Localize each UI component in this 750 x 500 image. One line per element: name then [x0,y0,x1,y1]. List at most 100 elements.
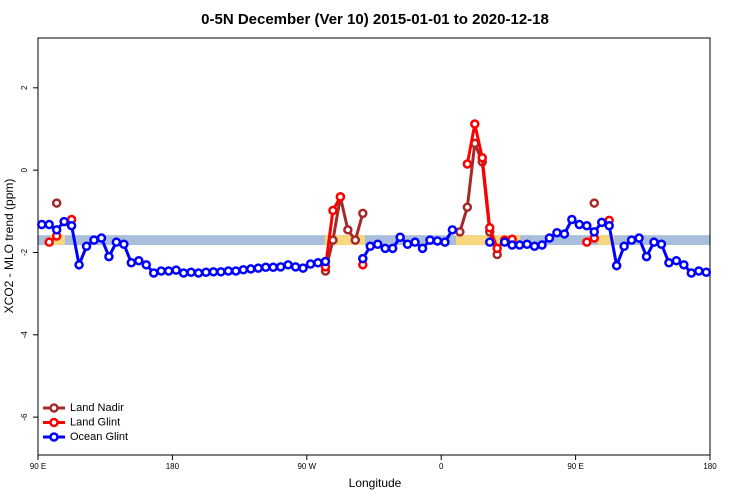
data-point [589,227,600,237]
data-point [134,255,144,266]
data-point [171,265,181,275]
data-point [462,159,473,169]
data-point [484,237,495,247]
data-point [484,223,495,233]
data-point [387,243,398,254]
data-point [372,239,383,249]
data-point [522,239,532,249]
data-point [51,198,62,208]
data-point [619,241,629,252]
data-point [649,237,659,247]
y-tick-label: 0 [20,167,29,172]
data-point [283,260,293,270]
data-point [231,266,241,276]
data-point [89,235,99,245]
data-point [395,232,405,242]
legend-marker [49,432,59,442]
data-point [492,243,502,254]
data-point [514,240,525,250]
data-point [163,266,174,276]
data-point [567,214,577,225]
data-point [201,267,211,277]
data-point [544,233,555,243]
data-point [417,243,428,254]
data-point [358,253,368,264]
data-point [425,235,435,245]
data-point [298,263,308,273]
data-point [320,256,331,267]
data-point [328,205,338,216]
data-point [470,119,480,129]
data-point [656,239,667,249]
reference-band [38,235,710,246]
y-tick-label: -2 [20,248,29,256]
x-tick-label: 90 E [30,462,46,471]
data-point [432,236,443,246]
data-point [275,262,286,272]
x-tick-label: 180 [703,462,717,471]
x-tick-label: 90 E [567,462,583,471]
data-point [81,241,92,252]
data-point [335,192,346,202]
legend-marker [49,403,59,413]
data-point [455,227,465,237]
data-point [59,216,69,227]
data-point [380,243,390,254]
data-point [596,217,607,228]
data-point [350,235,361,245]
plot-frame [37,37,711,456]
data-point [462,202,473,212]
data-point [193,268,204,278]
data-point [611,260,622,271]
data-point [694,266,704,276]
data-point [156,266,166,276]
data-point [686,268,697,278]
data-point [402,239,413,249]
data-point [216,267,226,277]
chart-title: 0-5N December (Ver 10) 2015-01-01 to 202… [201,11,549,28]
x-tick-label: 90 W [297,462,316,471]
data-point [44,237,54,247]
data-point [186,267,196,277]
data-point [148,268,159,278]
data-point [552,227,562,238]
data-point [626,235,637,245]
data-point [641,251,652,262]
data-point [529,241,540,252]
data-point [96,233,107,243]
data-point [313,258,323,268]
land-segment [324,235,366,246]
data-point [74,260,84,270]
y-tick-label: -6 [20,413,29,421]
data-point [582,237,592,247]
data-point [44,219,54,230]
data-point [358,208,368,219]
data-point [268,262,278,273]
data-point [604,220,614,231]
data-point [679,260,689,270]
data-point [365,241,376,252]
data-point [246,264,256,274]
data-point [36,219,47,230]
data-point [582,220,592,231]
legend-label: Ocean Glint [70,431,128,443]
x-tick-label: 0 [439,462,444,471]
data-point [499,237,510,247]
data-point [634,233,644,243]
x-axis-label: Longitude [349,476,402,490]
data-point [537,240,547,250]
data-point [208,267,219,277]
data-point [559,229,570,239]
data-point [141,260,152,270]
data-point [305,259,316,269]
y-tick-label: -4 [20,331,29,339]
data-point [253,263,264,273]
y-axis-label: XCO2 - MLO trend (ppm) [2,179,16,314]
data-point [447,225,458,235]
legend-label: Land Glint [70,416,120,428]
legend-marker [49,417,59,428]
legend-label: Land Nadir [70,402,124,414]
data-point [223,266,234,276]
data-point [119,239,129,249]
